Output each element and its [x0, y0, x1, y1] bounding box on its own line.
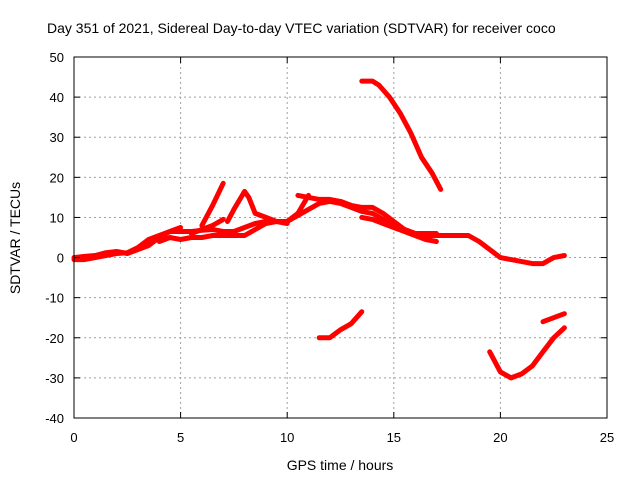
series-line-track-8	[359, 214, 439, 244]
series-line-track-3	[156, 192, 311, 244]
y-tick-label: 40	[50, 90, 64, 105]
y-tick-label: -20	[45, 331, 64, 346]
series-layer	[71, 78, 567, 381]
plot-frame	[73, 56, 608, 419]
x-tick-label: 5	[177, 430, 184, 445]
x-tick-label: 10	[280, 430, 294, 445]
series-line-track-12	[540, 311, 567, 325]
series-line-track-11	[487, 325, 567, 381]
series-line-track-10	[316, 309, 365, 341]
y-tick-label: 0	[57, 251, 64, 266]
y-tick-label: 30	[50, 130, 64, 145]
y-axis-label: SDTVAR / TECUs	[7, 182, 23, 294]
x-tick-label: 20	[493, 430, 507, 445]
tick-layer: 0 5 10 15 20 25 -40 -30 -20 -10 0 10 20 30 40 50	[45, 50, 614, 445]
series-line-track-6	[225, 188, 290, 226]
x-tick-label: 15	[387, 430, 401, 445]
chart-title: Day 351 of 2021, Sidereal Day-to-day VTE…	[47, 20, 556, 36]
y-tick-label: 50	[50, 50, 64, 65]
y-tick-label: -40	[45, 411, 64, 426]
y-tick-label: 20	[50, 170, 64, 185]
x-tick-label: 0	[70, 430, 77, 445]
x-axis-label: GPS time / hours	[287, 457, 394, 473]
grid-layer	[74, 57, 607, 418]
y-tick-label: 10	[50, 210, 64, 225]
y-tick-label: -10	[45, 291, 64, 306]
series-line-track-9	[359, 78, 444, 192]
series-line-track-1	[71, 198, 567, 267]
series-line-track-4	[188, 216, 226, 236]
x-tick-label: 25	[600, 430, 614, 445]
series-line-track-2	[71, 225, 184, 261]
series-line-track-5	[199, 180, 226, 228]
y-tick-label: -30	[45, 371, 64, 386]
